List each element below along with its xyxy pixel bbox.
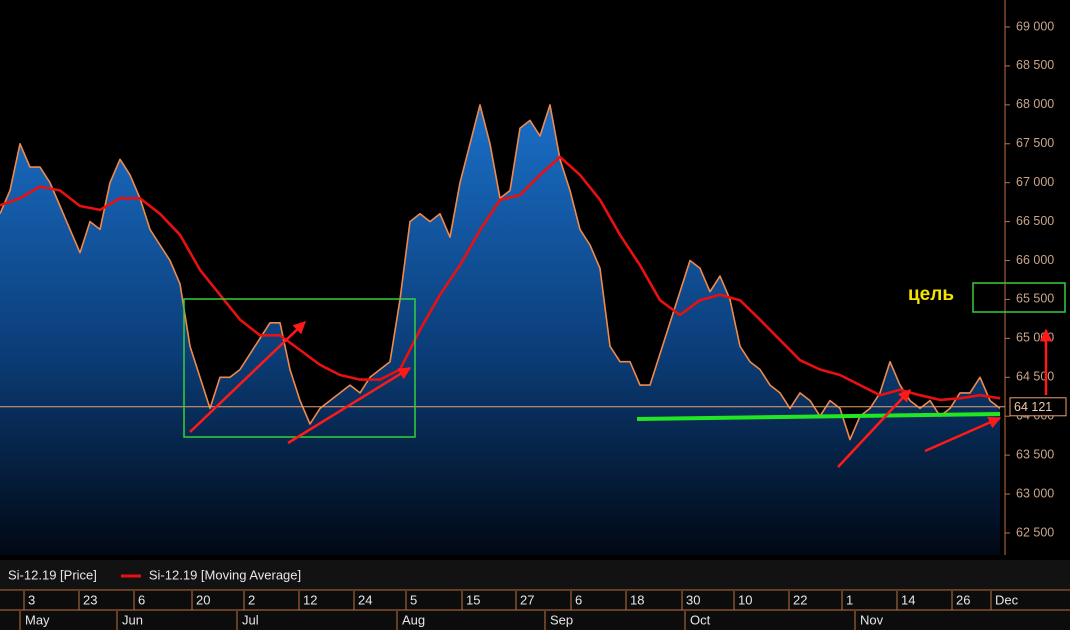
y-tick-label: 67 000 xyxy=(1016,175,1054,189)
x-tick-label: 20 xyxy=(196,592,210,607)
legend-band xyxy=(0,560,1070,590)
y-tick-label: 63 000 xyxy=(1016,486,1054,500)
x-tick-label: 10 xyxy=(738,592,752,607)
month-label: May xyxy=(25,612,50,627)
x-tick-label: 24 xyxy=(358,592,372,607)
last-price-box xyxy=(1009,397,1067,417)
x-tick-label: 6 xyxy=(575,592,582,607)
month-label: Oct xyxy=(690,612,711,627)
y-tick-label: 65 000 xyxy=(1016,331,1054,345)
annotations: цель xyxy=(183,282,1066,468)
y-tick-label: 68 500 xyxy=(1016,58,1054,72)
x-tick-label: 30 xyxy=(686,592,700,607)
y-tick-label: 68 000 xyxy=(1016,97,1054,111)
y-tick-label: 65 500 xyxy=(1016,292,1054,306)
y-tick-label: 62 500 xyxy=(1016,525,1054,539)
x-tick-label: 1 xyxy=(846,592,853,607)
x-tick-label: 15 xyxy=(466,592,480,607)
x-tick-label: 27 xyxy=(520,592,534,607)
month-label: Aug xyxy=(402,612,425,627)
arrow xyxy=(837,389,911,468)
arrow xyxy=(189,321,306,433)
x-tick-label: 2 xyxy=(248,592,255,607)
y-tick-label: 66 000 xyxy=(1016,253,1054,267)
price-area xyxy=(0,104,1000,556)
x-tick-label: 5 xyxy=(410,592,417,607)
ma-line xyxy=(0,155,1001,402)
month-label: Jul xyxy=(242,612,259,627)
month-label: Jun xyxy=(122,612,143,627)
x-tick-label: 6 xyxy=(138,592,145,607)
last-price-label: 64 121 xyxy=(1014,400,1052,414)
y-tick-label: 63 500 xyxy=(1016,447,1054,461)
month-label: Sep xyxy=(550,612,573,627)
legend-label: Si-12.19 [Price] xyxy=(8,567,97,582)
y-tick-label: 67 500 xyxy=(1016,136,1054,150)
arrow xyxy=(924,416,1002,453)
arrow xyxy=(287,366,412,445)
x-tick-label: Dec xyxy=(995,592,1019,607)
annotation: цель xyxy=(908,284,954,305)
x-tick-label: 12 xyxy=(303,592,317,607)
y-tick-label: 66 500 xyxy=(1016,214,1054,228)
legend-label: Si-12.19 [Moving Average] xyxy=(149,567,301,582)
y-tick-label: 69 000 xyxy=(1016,19,1054,33)
x-tick-label: 26 xyxy=(956,592,970,607)
support-line xyxy=(636,412,1001,421)
month-label: Nov xyxy=(860,612,884,627)
x-tick-label: 22 xyxy=(793,592,807,607)
x-tick-label: 18 xyxy=(630,592,644,607)
y-tick-label: 64 500 xyxy=(1016,370,1054,384)
price-line xyxy=(0,104,1001,441)
x-tick-label: 3 xyxy=(28,592,35,607)
x-tick-label: 14 xyxy=(901,592,915,607)
target-box xyxy=(972,282,1066,313)
x-tick-label: 23 xyxy=(83,592,97,607)
